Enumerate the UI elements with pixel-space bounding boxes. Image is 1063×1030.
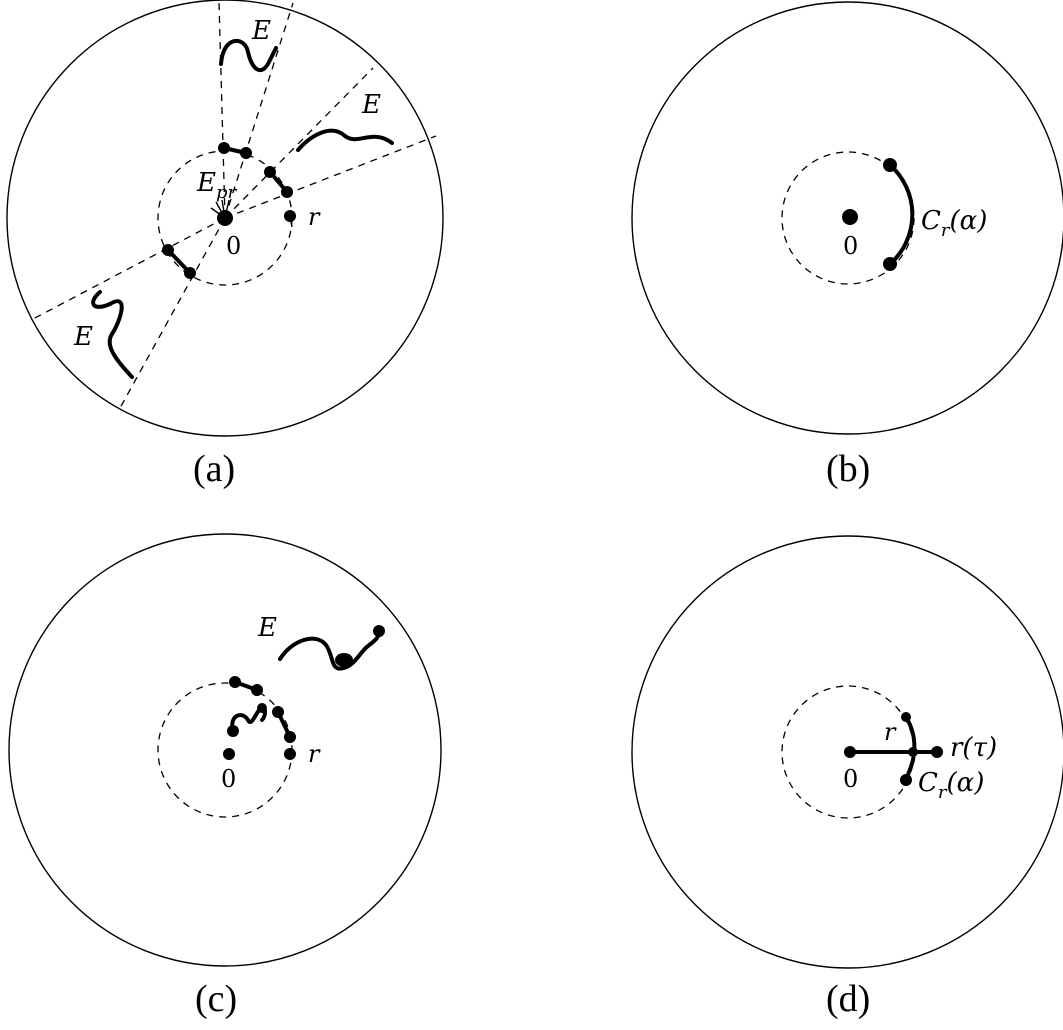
point-r — [284, 748, 296, 760]
label-origin: 0 — [226, 232, 241, 260]
arc-endpoint — [162, 244, 174, 256]
epr-spike — [215, 201, 226, 219]
caption-a: (a) — [193, 448, 235, 490]
label-origin: 0 — [843, 765, 858, 793]
arc-endpoint — [900, 774, 912, 786]
panel-b: 0 Cr(α) (b) — [631, 1, 1063, 490]
arc-endpoint — [883, 158, 897, 172]
arc-endpoint — [901, 712, 911, 722]
label-c-r-alpha: Cr(α) — [918, 768, 984, 803]
label-e: E — [361, 90, 381, 120]
arc-endpoint — [218, 142, 230, 154]
arc-endpoint — [184, 267, 196, 279]
outer-disk — [6, 0, 444, 437]
squiggle-endpoint — [257, 703, 267, 713]
caption-c: (c) — [195, 978, 237, 1020]
outer-disk — [8, 533, 442, 967]
outer-disk — [631, 535, 1063, 969]
arc-endpoint — [883, 257, 897, 271]
caption-b: (b) — [826, 448, 870, 490]
curve-endpoint — [373, 625, 385, 637]
arc-endpoint — [264, 166, 276, 178]
dashed-ray — [224, 2, 294, 219]
label-origin: 0 — [843, 232, 858, 260]
curve-e — [219, 38, 278, 73]
point-r-tau — [931, 746, 943, 758]
panel-d: 0 r r(τ) Cr(α) (d) — [631, 535, 1063, 1020]
arc-endpoint — [229, 676, 241, 688]
arc-endpoint — [251, 684, 263, 696]
dashed-ray — [224, 135, 437, 219]
dashed-ray — [218, 1, 226, 219]
squiggle-endpoint — [227, 725, 239, 737]
caption-d: (d) — [826, 978, 870, 1020]
panel-a: E E E Epr 0 r (a) — [6, 0, 444, 490]
epr-spike — [210, 207, 226, 219]
label-r-tau: r(τ) — [950, 733, 997, 763]
origin-point — [223, 748, 235, 760]
dashed-ray — [32, 217, 226, 320]
label-e-pr: Epr — [196, 168, 238, 203]
point-r — [908, 747, 918, 757]
arc-c-r-alpha — [888, 163, 915, 266]
epr-spike — [221, 199, 226, 219]
arc-endpoint — [284, 731, 296, 743]
arc-endpoint — [240, 147, 252, 159]
arc-endpoint — [272, 706, 284, 718]
point-r-tick — [289, 215, 293, 228]
origin-point — [842, 209, 858, 225]
label-c-r-alpha: Cr(α) — [921, 206, 987, 241]
curve-e — [296, 128, 394, 152]
panel-c: 0 r E (c) — [8, 533, 442, 1020]
label-r: r — [308, 203, 321, 231]
arc-endpoint — [281, 186, 293, 198]
label-r: r — [308, 740, 321, 768]
curve-blob — [335, 653, 353, 667]
label-e: E — [73, 322, 93, 352]
dashed-ray — [119, 217, 226, 409]
epr-spike — [224, 199, 230, 219]
label-e: E — [257, 613, 277, 643]
origin-point — [844, 746, 856, 758]
dashed-ray — [224, 67, 374, 219]
curve-e — [91, 290, 134, 379]
label-e: E — [251, 16, 271, 46]
curve-e — [278, 630, 381, 671]
label-r: r — [884, 718, 897, 746]
outer-disk — [631, 1, 1063, 435]
label-origin: 0 — [221, 765, 236, 793]
